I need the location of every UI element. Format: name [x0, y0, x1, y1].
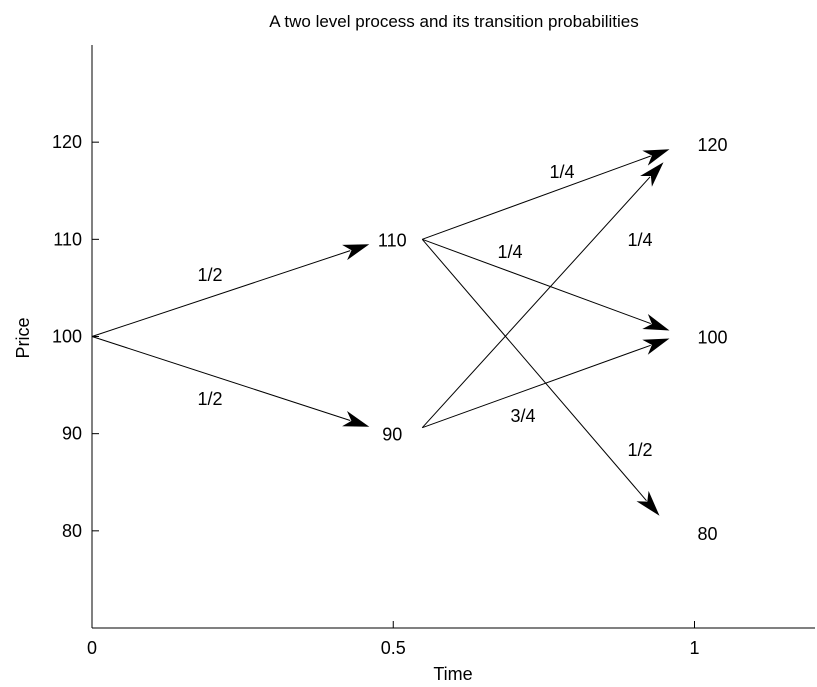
transition-probability-label: 1/4: [627, 230, 652, 250]
arrow-shaft: [91, 336, 351, 421]
transition-arrow: [91, 336, 370, 427]
transition-probability-label: 3/4: [510, 406, 535, 426]
y-tick-label: 80: [62, 521, 82, 541]
y-tick-label: 100: [52, 327, 82, 347]
transition-arrow: [421, 239, 660, 516]
arrow-head: [636, 490, 660, 516]
y-axis-title: Price: [13, 317, 33, 358]
x-ticks: 0 0.5 1: [87, 621, 700, 658]
arrow-shaft: [422, 238, 651, 325]
arrow-shaft: [422, 344, 651, 429]
price-node-label: 100: [698, 328, 728, 348]
y-tick-label: 110: [53, 229, 82, 249]
arrow-head: [642, 149, 670, 166]
arrow-shaft: [91, 250, 351, 337]
arrow-shaft: [421, 239, 647, 501]
arrow-head: [642, 338, 670, 355]
y-ticks: 80 90 100 110 120: [52, 132, 99, 541]
transition-probability-label: 1/2: [627, 440, 652, 460]
price-node-label: 80: [698, 524, 718, 544]
arrow-shaft: [422, 155, 651, 240]
price-node-label: 90: [382, 425, 402, 445]
x-tick-label: 0.5: [381, 638, 406, 658]
arrow-shaft: [421, 176, 651, 429]
y-tick-label: 120: [52, 132, 82, 152]
arrow-head: [342, 411, 370, 427]
transition-arrow: [422, 149, 670, 240]
transition-probability-label: 1/2: [197, 389, 222, 409]
transition-arrows: [91, 149, 670, 516]
arrow-head: [642, 314, 670, 331]
price-node-label: 120: [698, 135, 728, 155]
y-tick-label: 90: [62, 424, 82, 444]
x-axis-title: Time: [433, 664, 472, 684]
x-tick-label: 1: [689, 638, 699, 658]
transition-arrow: [422, 238, 670, 331]
transition-arrow: [422, 338, 670, 429]
arrow-head: [342, 244, 370, 261]
probability-labels: 1/2 1/2 1/4 1/4 1/2 1/4 3/4: [197, 162, 652, 460]
transition-arrow: [421, 162, 664, 429]
arrow-head: [640, 162, 664, 187]
transition-arrow: [91, 244, 370, 337]
transition-probability-label: 1/2: [197, 265, 222, 285]
transition-probability-label: 1/4: [497, 242, 522, 262]
transition-probability-label: 1/4: [549, 162, 574, 182]
node-labels: 110 90 120 100 80: [378, 135, 728, 544]
chart-title: A two level process and its transition p…: [269, 12, 638, 31]
price-node-label: 110: [378, 230, 407, 250]
x-tick-label: 0: [87, 638, 97, 658]
